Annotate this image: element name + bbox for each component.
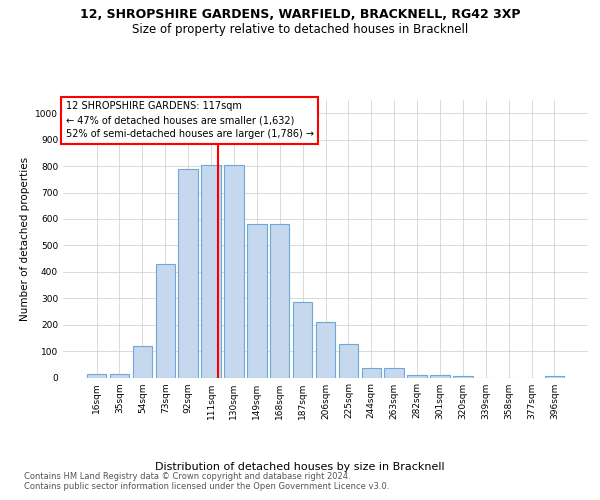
Text: Distribution of detached houses by size in Bracknell: Distribution of detached houses by size … [155,462,445,472]
Y-axis label: Number of detached properties: Number of detached properties [20,156,29,321]
Bar [316,322,335,378]
Bar [407,375,427,378]
Bar [338,344,358,378]
Text: Size of property relative to detached houses in Bracknell: Size of property relative to detached ho… [132,22,468,36]
Bar [247,224,266,378]
Bar [178,168,198,378]
Text: Contains public sector information licensed under the Open Government Licence v3: Contains public sector information licen… [24,482,389,491]
Bar [270,224,289,378]
Bar [110,374,129,378]
Text: Contains HM Land Registry data © Crown copyright and database right 2024.: Contains HM Land Registry data © Crown c… [24,472,350,481]
Bar [545,376,564,378]
Bar [87,374,106,378]
Bar [202,165,221,378]
Bar [385,368,404,378]
Text: 12, SHROPSHIRE GARDENS, WARFIELD, BRACKNELL, RG42 3XP: 12, SHROPSHIRE GARDENS, WARFIELD, BRACKN… [80,8,520,20]
Bar [224,165,244,378]
Bar [293,302,313,378]
Bar [133,346,152,378]
Bar [430,376,449,378]
Bar [453,376,473,378]
Bar [362,368,381,378]
Text: 12 SHROPSHIRE GARDENS: 117sqm
← 47% of detached houses are smaller (1,632)
52% o: 12 SHROPSHIRE GARDENS: 117sqm ← 47% of d… [65,102,314,140]
Bar [155,264,175,378]
